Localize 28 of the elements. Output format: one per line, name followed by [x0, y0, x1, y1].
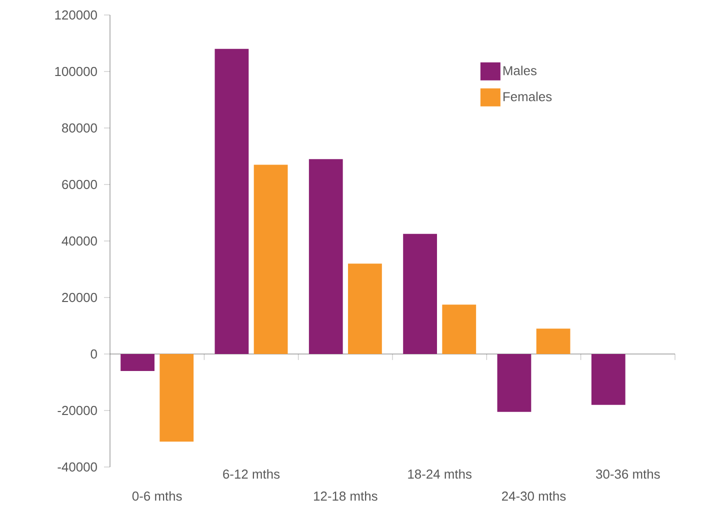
bar [254, 164, 288, 354]
bar [160, 354, 194, 442]
legend-label: Females [503, 92, 552, 102]
y-tick-label: 80000 [62, 123, 97, 133]
bar [536, 328, 570, 354]
bar [403, 234, 437, 354]
y-tick-label: 0 [90, 349, 97, 359]
y-tick-label: 120000 [55, 10, 97, 20]
x-tick-label: 0-6 mths [132, 491, 182, 501]
bar [497, 354, 532, 412]
x-tick-label: 24-30 mths [502, 491, 566, 501]
x-tick-label: 18-24 mths [408, 469, 472, 479]
y-tick-label: -20000 [58, 406, 97, 416]
x-tick-label: 12-18 mths [314, 491, 378, 501]
x-tick-label: 6-12 mths [223, 469, 280, 479]
y-tick-label: 20000 [62, 292, 97, 302]
bar [442, 304, 476, 354]
y-tick-label: 100000 [55, 66, 97, 76]
bar [591, 354, 626, 405]
bar [348, 264, 382, 354]
y-tick-label: -40000 [58, 462, 97, 472]
legend-label: Males [503, 66, 537, 76]
y-tick-label: 40000 [62, 236, 97, 246]
bar [308, 159, 343, 354]
bar [120, 354, 154, 371]
bar [214, 48, 249, 354]
y-tick-label: 60000 [62, 180, 97, 190]
x-tick-label: 30-36 mths [596, 469, 660, 479]
